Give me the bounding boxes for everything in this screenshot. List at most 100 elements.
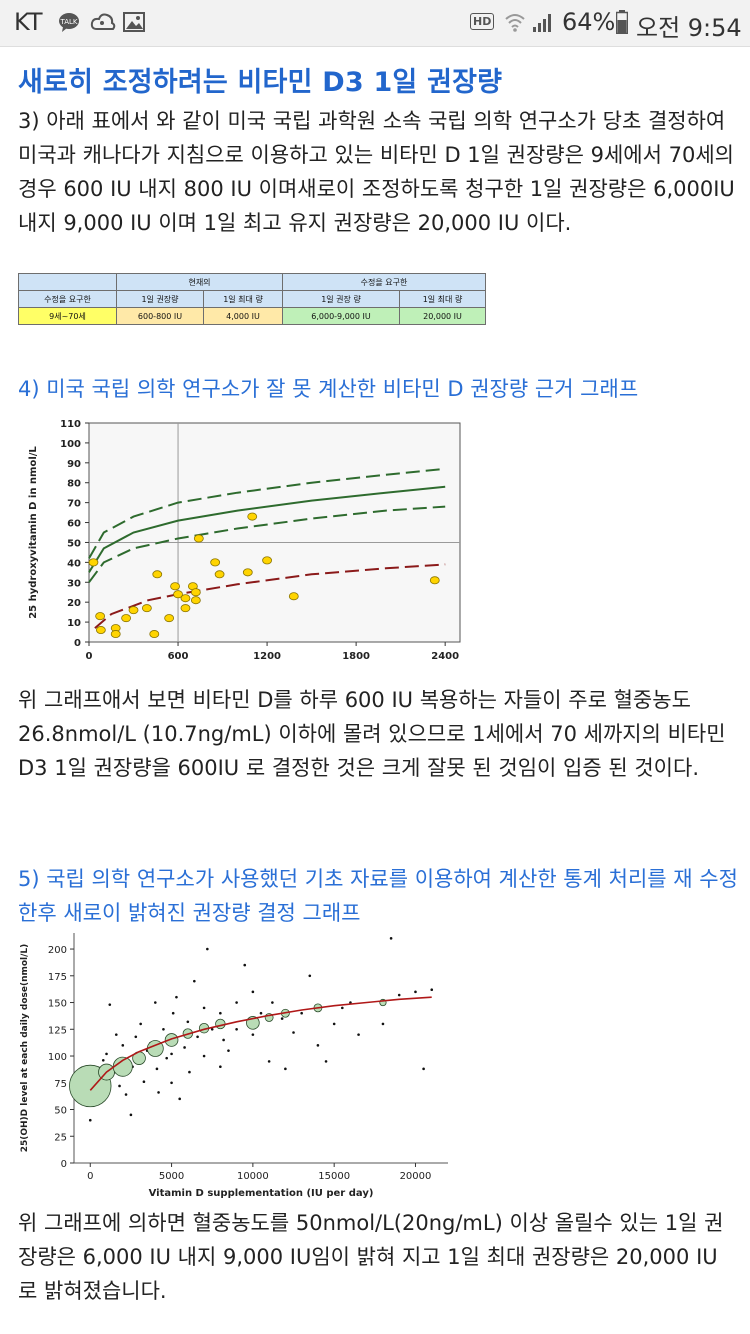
chart1-plot-area — [88, 422, 461, 643]
chart1-x-tick-label: 1800 — [342, 651, 370, 662]
chart1-y-tick-label: 20 — [67, 598, 81, 609]
chart1-y-tick-label: 30 — [67, 578, 81, 589]
chart-vitamin-d-revised: 0 25 50 75 100 125 150 175 200 0 5000 10000 15000 200… — [16, 925, 454, 1200]
chart2-data-point — [219, 1011, 222, 1015]
chart1-y-tick-label: 70 — [67, 499, 81, 510]
chart2-background — [16, 925, 454, 1200]
chart2-data-point — [162, 1027, 165, 1031]
chart2-x-tick-label: 20000 — [400, 1171, 432, 1182]
chart1-x-tick-label: 2400 — [431, 651, 459, 662]
chart2-data-point — [121, 1044, 125, 1047]
chart2-data-point — [341, 1006, 344, 1010]
chart2-data-point — [129, 1113, 133, 1117]
chart1-data-point — [170, 582, 180, 591]
chart2-y-tick-label: 200 — [48, 945, 67, 956]
chart1-data-point — [173, 590, 183, 599]
chart1-data-point — [242, 568, 253, 577]
chart1-data-point — [149, 630, 160, 639]
chart1-y-tick-label: 50 — [67, 538, 81, 549]
chart2-data-point — [267, 1060, 271, 1063]
chart1-x-tick-label: 1200 — [253, 651, 281, 662]
chart2-data-point — [170, 1052, 173, 1056]
chart1-series-line-4 — [94, 563, 446, 629]
chart2-data-point — [422, 1067, 425, 1071]
chart2-data-point — [202, 1006, 206, 1010]
chart2-data-point — [196, 1035, 199, 1039]
chart1-data-point — [95, 612, 106, 621]
cell-current-daily: 600-800 IU — [116, 307, 204, 325]
chart1-data-point — [128, 606, 139, 615]
chart1-data-point — [214, 570, 225, 579]
chart2-y-tick-label: 100 — [48, 1052, 67, 1063]
chart2-data-point — [88, 1118, 92, 1122]
chart2-data-point — [430, 988, 434, 991]
chart1-data-point — [262, 556, 272, 565]
cellular-signal-icon — [533, 14, 551, 32]
chart2-y-tick-label: 50 — [54, 1106, 67, 1117]
chart2-data-point — [243, 963, 247, 967]
chart2-data-point — [259, 1011, 263, 1015]
article-heading: 새로히 조정하려는 비타민 D3 1일 권장량 — [18, 67, 503, 98]
chart1-series-line-2 — [88, 485, 446, 573]
chart2-data-point — [316, 1044, 320, 1047]
chart-vitamin-d-iom: 0 10 20 30 40 50 60 70 80 90 100 110 0 600 1200 1800 240… — [16, 413, 478, 671]
chart1-series-line-1 — [88, 467, 446, 559]
chart2-data-point — [381, 1022, 385, 1026]
chart2-data-point — [193, 979, 196, 983]
chart1-y-tick-label: 80 — [67, 479, 81, 490]
chart1-x-tick-label: 600 — [168, 651, 189, 662]
chart2-data-point — [202, 1054, 206, 1058]
chart1-data-point — [190, 588, 201, 597]
col-max: 1일 최대 량 — [203, 290, 283, 308]
carrier-label: KT — [14, 8, 43, 36]
chart2-data-point — [206, 947, 209, 951]
gallery-icon — [123, 12, 145, 32]
col-new-daily: 1일 권장 량 — [282, 290, 400, 308]
chart2-data-point — [101, 1059, 105, 1062]
cloud-icon — [90, 13, 116, 30]
chart2-data-point — [235, 1001, 238, 1004]
header-requested: 수정을 요구한 — [281, 273, 487, 291]
recommendation-table: 현재의 수정을 요구한 수정을 요구한 1일 권장량 1일 최대 량 1일 권장… — [18, 273, 487, 325]
chart2-data-point — [300, 1011, 303, 1015]
chart1-y-tick-label: 0 — [74, 638, 81, 649]
chart2-data-point — [114, 1033, 118, 1036]
chart1-data-point — [193, 534, 204, 543]
chart2-y-tick-label: 25 — [54, 1132, 67, 1143]
chart1-data-point — [180, 594, 191, 603]
chart2-data-point — [188, 1070, 191, 1074]
chart2-mean-bubble — [164, 1033, 179, 1047]
chart2-data-point — [118, 1084, 121, 1088]
chart2-y-tick-label: 75 — [54, 1079, 67, 1090]
chart1-y-tick-label: 10 — [67, 618, 81, 629]
chart2-y-tick-label: 175 — [48, 972, 67, 983]
col-age: 수정을 요구한 — [18, 290, 117, 308]
chart2-data-point — [170, 1081, 173, 1085]
chart2-data-point — [219, 1065, 222, 1069]
clock: 오전 9:54 — [636, 14, 742, 42]
chart2-data-point — [175, 995, 178, 999]
col-daily: 1일 권장량 — [116, 290, 204, 308]
chart2-data-point — [171, 1011, 175, 1015]
chart2-data-point — [139, 1022, 142, 1026]
chart2-mean-bubble — [215, 1018, 226, 1030]
table-row: 9세~70세 600-800 IU 4,000 IU 6,000-9,000 I… — [18, 307, 487, 325]
chart2-data-point — [389, 937, 393, 940]
chart2-x-tick-label: 5000 — [159, 1171, 184, 1182]
paragraph-analysis: 위 그래프애서 보면 비타민 D를 하루 600 IU 복용하는 자들이 주로 … — [18, 688, 726, 780]
chart2-data-point — [280, 1017, 284, 1020]
chart2-data-point — [155, 1067, 159, 1071]
table-empty-header — [18, 273, 117, 291]
chart2-data-point — [235, 1027, 238, 1031]
section4-title: 4) 미국 국립 의학 연구소가 잘 못 계산한 비타민 D 권장량 근거 그래… — [18, 377, 639, 401]
chart2-data-point — [183, 1046, 186, 1049]
chart1-data-point — [190, 596, 201, 605]
paragraph-conclusion: 위 그래프에 의하면 혈중농도를 50nmol/L(20ng/mL) 이상 올릴… — [18, 1211, 724, 1303]
chart1-data-point — [164, 614, 175, 623]
chart2-y-axis-label: 25(OH)D level at each daily dose(nmol/L) — [20, 944, 30, 1153]
chart2-data-point — [178, 1097, 181, 1101]
chart2-data-point — [186, 1020, 190, 1024]
battery-percent: 64% — [562, 8, 616, 36]
chart2-x-axis-label: Vitamin D supplementation (IU per day) — [149, 1188, 374, 1199]
chart1-data-point — [88, 558, 99, 567]
